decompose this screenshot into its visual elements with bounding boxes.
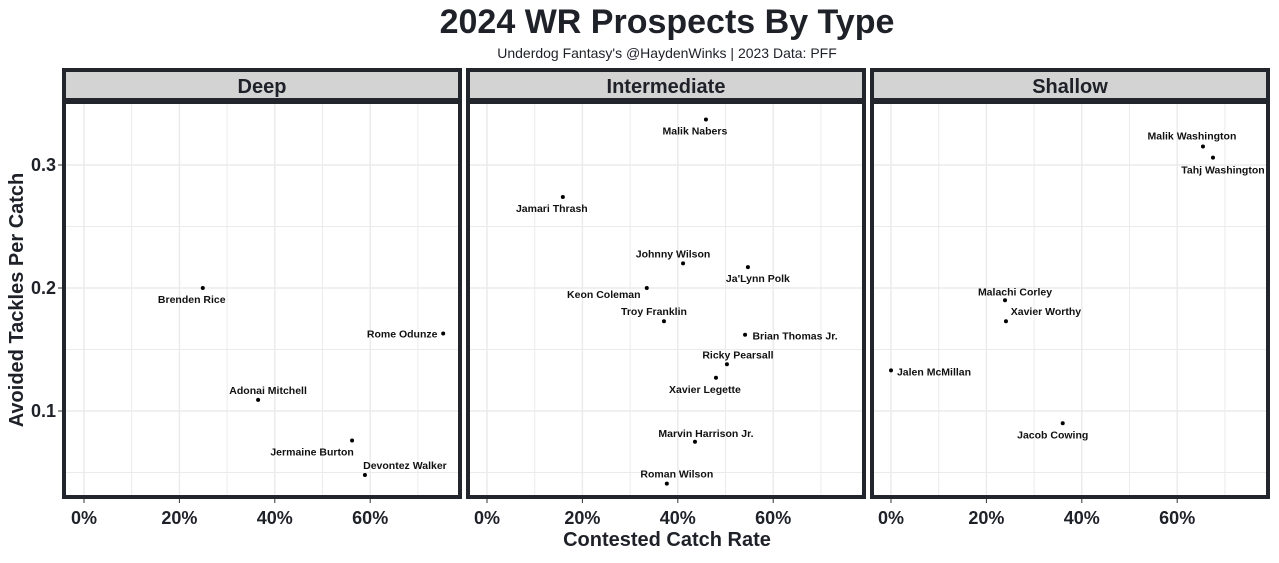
point-label: Ricky Pearsall: [702, 349, 773, 361]
panel-intermediate: 0% 20% 40% 60% Intermediate Malik Nabers Jamar…: [466, 68, 866, 528]
data-point: [441, 331, 446, 336]
x-tick-label: 40%: [660, 508, 696, 528]
x-tick-label: 20%: [968, 508, 1004, 528]
point-label: Malik Nabers: [663, 125, 728, 137]
x-tick-label: 60%: [755, 508, 791, 528]
x-tick-label: 0%: [878, 508, 904, 528]
point-label: Jacob Cowing: [1017, 429, 1088, 441]
plot-background: [470, 104, 862, 495]
data-point: [560, 194, 565, 199]
point-label: Brenden Rice: [158, 294, 226, 306]
panel-deep: 0% 20% 40% 60% 0.1 0.2 0.3 Deep Brenden Rice Rome…: [31, 68, 462, 528]
data-point: [745, 265, 750, 270]
x-tick-label: 20%: [161, 508, 197, 528]
point-label: Keon Coleman: [567, 289, 641, 301]
y-axis-label: Avoided Tackles Per Catch: [6, 173, 28, 428]
point-label: Johnny Wilson: [636, 248, 711, 260]
data-point: [681, 261, 686, 266]
point-label: Ja'Lynn Polk: [726, 273, 790, 285]
x-tick-label: 60%: [1159, 508, 1195, 528]
x-axis-label: Contested Catch Rate: [563, 529, 771, 551]
data-point: [664, 481, 669, 486]
data-point: [1003, 319, 1008, 324]
y-tick-label: 0.1: [31, 401, 56, 421]
panel-shallow: 0% 20% 40% 60% Shallow Malik Washington Tahj W…: [870, 68, 1270, 528]
data-point: [724, 362, 729, 367]
data-point: [256, 397, 261, 402]
point-label: Brian Thomas Jr.: [752, 331, 837, 343]
facet-strip: [62, 68, 462, 102]
point-label: Devontez Walker: [363, 460, 447, 472]
point-label: Jalen McMillan: [897, 366, 971, 378]
data-point: [362, 472, 367, 477]
point-label: Jamari Thrash: [516, 203, 588, 215]
facet-strip-label: Intermediate: [607, 76, 726, 98]
chart-subtitle: Underdog Fantasy's @HaydenWinks | 2023 D…: [497, 45, 837, 61]
facet-strip-label: Deep: [238, 76, 287, 98]
y-tick-label: 0.2: [31, 278, 56, 298]
point-label: Rome Odunze: [367, 329, 438, 341]
point-label: Troy Franklin: [621, 306, 687, 318]
facet-strip-label: Shallow: [1032, 76, 1108, 98]
plot-background: [66, 104, 458, 495]
data-point: [1003, 298, 1008, 303]
data-point: [889, 368, 893, 373]
facet-strip: [466, 68, 866, 102]
point-label: Malachi Corley: [978, 286, 1052, 298]
point-label: Jermaine Burton: [270, 447, 353, 459]
x-tick-label: 0%: [474, 508, 500, 528]
data-point: [1200, 144, 1205, 149]
data-point: [703, 117, 708, 122]
x-tick-label: 40%: [1064, 508, 1100, 528]
data-point: [1060, 421, 1065, 426]
x-tick-label: 40%: [257, 508, 293, 528]
data-point: [350, 438, 355, 443]
data-point: [661, 319, 666, 324]
y-tick-label: 0.3: [31, 155, 56, 175]
point-label: Roman Wilson: [640, 469, 713, 481]
chart-title: 2024 WR Prospects By Type: [440, 3, 895, 41]
x-tick-label: 60%: [352, 508, 388, 528]
data-point: [1210, 155, 1215, 160]
x-tick-label: 0%: [71, 508, 97, 528]
point-label: Marvin Harrison Jr.: [658, 428, 753, 440]
data-point: [200, 286, 205, 290]
facet-strip: [870, 68, 1270, 102]
data-point: [644, 286, 649, 290]
point-label: Xavier Worthy: [1011, 306, 1082, 318]
data-point: [743, 332, 748, 337]
point-label: Tahj Washington: [1181, 165, 1264, 177]
point-label: Xavier Legette: [669, 384, 741, 396]
point-label: Malik Washington: [1148, 131, 1237, 143]
data-point: [692, 439, 697, 444]
data-point: [713, 375, 718, 380]
point-label: Adonai Mitchell: [229, 385, 307, 397]
plot-background: [874, 104, 1266, 495]
x-tick-label: 20%: [564, 508, 600, 528]
